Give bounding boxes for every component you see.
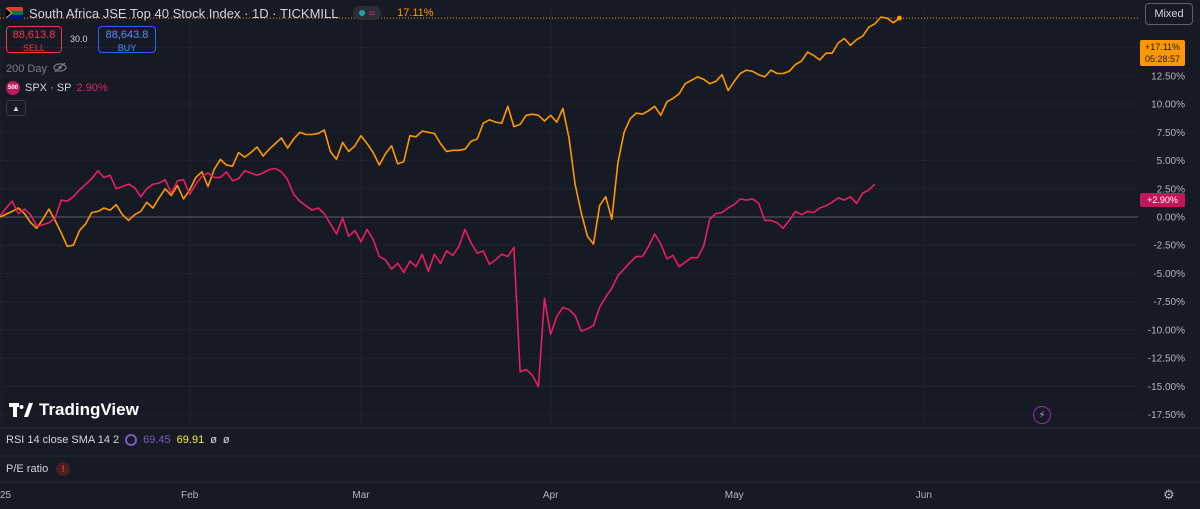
rsi-sma-value: 69.91 [176, 434, 205, 446]
time-axis[interactable]: 2025 Feb Mar Apr May Jun [0, 490, 932, 501]
series-lines [0, 15, 902, 388]
x-tick-label: Jun [916, 490, 932, 501]
scale-mode-select[interactable]: Mixed [1145, 3, 1193, 25]
symbol-title[interactable]: South Africa JSE Top 40 Stock Index · 1D… [29, 5, 339, 21]
gear-icon[interactable]: ⚙ [1163, 487, 1175, 502]
market-status-pill[interactable]: ≈ [352, 6, 382, 20]
jse-tag-countdown: 05:28:57 [1144, 54, 1181, 64]
header-change-pct: 17.11% [397, 7, 434, 19]
buy-label: BUY [117, 43, 137, 53]
sell-price: 88,613.8 [12, 29, 56, 41]
tradingview-wordmark: TradingView [39, 400, 139, 419]
series-line [0, 167, 876, 388]
x-tick-label: Mar [352, 490, 370, 501]
buy-price: 88,643.8 [105, 29, 149, 41]
rsi-label: RSI 14 close SMA 14 2 [6, 434, 120, 446]
market-open-dot-icon [358, 10, 365, 16]
rsi-value: 69.45 [143, 434, 171, 446]
y-tick-label: 2.50% [1157, 184, 1185, 195]
rsi-cycle-icon[interactable] [125, 434, 138, 446]
x-tick-label: Feb [181, 490, 199, 501]
pe-ratio-legend[interactable]: P/E ratio ! [6, 462, 71, 476]
wave-icon: ≈ [368, 6, 376, 20]
y-tick-label: -7.50% [1153, 297, 1185, 308]
y-tick-label: 5.00% [1157, 156, 1185, 167]
y-tick-label: -12.50% [1148, 354, 1185, 365]
y-tick-label: -5.00% [1153, 269, 1185, 280]
price-axis[interactable]: 15.00%12.50%10.00%7.50%5.00%2.50%0.00%-2… [1148, 43, 1185, 421]
ma-indicator-legend[interactable]: 200 Day [6, 62, 67, 76]
y-tick-label: -10.00% [1148, 325, 1185, 336]
y-tick-label: -15.00% [1148, 382, 1185, 393]
warning-icon[interactable]: ! [56, 462, 71, 476]
compare-symbol-legend[interactable]: 500 SPX · SP 2.90% [6, 81, 108, 95]
y-tick-label: -17.50% [1148, 410, 1185, 421]
symbol-header[interactable]: South Africa JSE Top 40 Stock Index · 1D… [6, 5, 434, 21]
pe-label: P/E ratio [6, 463, 49, 475]
y-tick-label: 0.00% [1157, 213, 1185, 224]
last-price-dot [896, 15, 902, 21]
south-africa-flag-icon [6, 7, 23, 19]
x-tick-label: Apr [543, 490, 559, 501]
y-tick-label: -2.50% [1153, 241, 1185, 252]
compare-symbol: SPX · SP [25, 82, 72, 94]
sell-button[interactable]: 88,613.8 SELL [6, 26, 62, 53]
rsi-legend[interactable]: RSI 14 close SMA 14 2 69.45 69.91 ø ø [6, 434, 230, 446]
buy-button[interactable]: 88,643.8 BUY [98, 26, 156, 53]
spread-value: 30.0 [70, 34, 88, 44]
y-tick-label: 10.00% [1151, 100, 1185, 111]
jse-price-tag: +17.11% 05:28:57 [1140, 40, 1185, 66]
spx-price-tag: +2.90% [1140, 193, 1185, 207]
x-tick-label: 2025 [0, 490, 12, 501]
compare-pct: 2.90% [76, 82, 108, 94]
tradingview-logo[interactable]: TradingView [9, 400, 139, 420]
chevron-up-icon[interactable]: ▲ [6, 100, 26, 116]
spx-logo-icon: 500 [6, 81, 20, 95]
lightning-icon[interactable]: ⚡ [1033, 406, 1051, 424]
rsi-extra-1: ø [210, 434, 217, 446]
jse-tag-pct: +17.11% [1144, 42, 1181, 52]
y-tick-label: 7.50% [1157, 128, 1185, 139]
series-line [0, 16, 900, 248]
tradingview-logo-icon [9, 403, 33, 417]
sell-label: SELL [22, 43, 46, 53]
ma-label: 200 Day [6, 63, 47, 75]
y-tick-label: 12.50% [1151, 71, 1185, 82]
x-tick-label: May [725, 490, 744, 501]
eye-off-icon[interactable] [53, 62, 67, 76]
rsi-extra-2: ø [222, 434, 230, 446]
